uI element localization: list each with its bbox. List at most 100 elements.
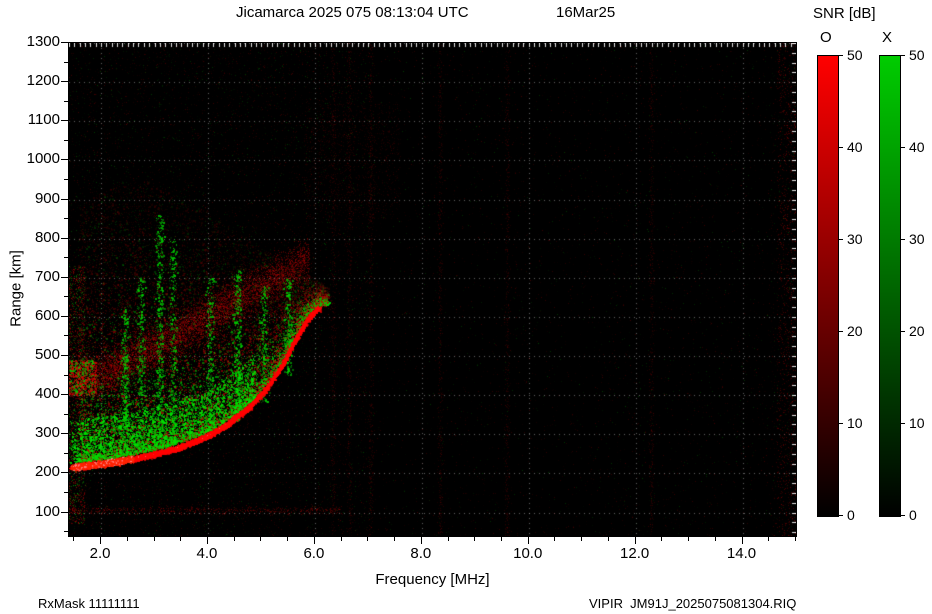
colorbar-tick-label: 40 [909, 139, 925, 155]
date-label: 16Mar25 [556, 4, 616, 21]
y-tick-mark [64, 492, 68, 493]
y-tick-mark [61, 355, 68, 356]
x-tick-mark [100, 537, 101, 544]
x-tick-label: 6.0 [303, 545, 325, 562]
x-tick-mark [207, 537, 208, 544]
y-tick-label: 500 [34, 346, 60, 364]
x-tick-label: 4.0 [196, 545, 218, 562]
y-tick-mark [64, 296, 68, 297]
y-tick-label: 600 [34, 306, 60, 324]
colorbar-tick-label: 0 [909, 507, 917, 523]
colorbar-tick-label: 50 [847, 47, 863, 63]
x-tick-label: 14.0 [726, 545, 757, 562]
plot-area [68, 42, 797, 537]
x-tick-label: 10.0 [513, 545, 543, 562]
colorbar-tick-label: 40 [847, 139, 863, 155]
y-tick-label: 1300 [26, 33, 60, 50]
y-tick-mark [61, 81, 68, 82]
y-tick-mark [64, 531, 68, 532]
colorbar-x [879, 55, 901, 517]
y-tick-mark [64, 101, 68, 102]
colorbar-tick-label: 50 [909, 47, 925, 63]
y-tick-label: 300 [34, 424, 60, 442]
x-tick-mark [474, 537, 475, 541]
x-tick-mark [448, 537, 449, 541]
y-tick-label: 700 [34, 267, 60, 285]
y-tick-mark [61, 159, 68, 160]
y-tick-label: 100 [34, 502, 60, 520]
x-tick-label: 12.0 [620, 545, 650, 562]
y-tick-mark [61, 42, 68, 43]
colorbar-tick-label: 10 [847, 415, 863, 431]
y-tick-label: 1000 [26, 150, 60, 168]
y-tick-mark [64, 179, 68, 180]
x-tick-mark [287, 537, 288, 541]
y-tick-mark [64, 375, 68, 376]
y-tick-mark [61, 472, 68, 473]
x-tick-mark [688, 537, 689, 541]
y-tick-mark [64, 140, 68, 141]
x-tick-mark [127, 537, 128, 541]
y-tick-mark [61, 199, 68, 200]
colorbar-tick-mark [901, 423, 905, 424]
x-tick-mark [608, 537, 609, 541]
x-tick-mark [73, 537, 74, 541]
colorbar-tick-mark [901, 515, 905, 516]
x-tick-mark [154, 537, 155, 541]
y-tick-label: 1100 [27, 111, 60, 129]
snr-colorbar-title: SNR [dB] [813, 5, 876, 22]
colorbar-tick-label: 20 [909, 323, 925, 339]
x-tick-label: 2.0 [89, 545, 111, 562]
y-tick-mark [61, 433, 68, 434]
x-tick-mark [661, 537, 662, 541]
x-tick-mark [367, 537, 368, 541]
x-axis-label: Frequency [MHz] [375, 571, 490, 588]
colorbar-tick-mark [839, 423, 843, 424]
y-tick-mark [61, 277, 68, 278]
colorbar-tick-label: 10 [909, 415, 925, 431]
x-tick-mark [715, 537, 716, 541]
x-tick-mark [234, 537, 235, 541]
y-tick-mark [61, 120, 68, 121]
x-tick-mark [501, 537, 502, 541]
x-tick-mark [341, 537, 342, 541]
y-tick-mark [64, 414, 68, 415]
rxmask-label: RxMask 11111111 [38, 596, 140, 611]
y-tick-label: 900 [34, 189, 60, 207]
ionogram-canvas [69, 43, 796, 536]
x-tick-mark [394, 537, 395, 541]
x-tick-mark [554, 537, 555, 541]
x-tick-mark [768, 537, 769, 541]
y-tick-mark [64, 62, 68, 63]
y-tick-label: 200 [34, 463, 60, 481]
y-tick-mark [61, 394, 68, 395]
colorbar-mode-label: O [820, 29, 832, 46]
colorbar-tick-mark [901, 239, 905, 240]
colorbar-o [817, 55, 839, 517]
colorbar-tick-label: 20 [847, 323, 863, 339]
y-tick-mark [64, 257, 68, 258]
colorbar-tick-label: 30 [909, 231, 925, 247]
colorbar-tick-label: 0 [847, 507, 855, 523]
colorbar-tick-mark [901, 147, 905, 148]
x-tick-mark [314, 537, 315, 544]
y-tick-mark [61, 512, 68, 513]
x-tick-mark [528, 537, 529, 544]
x-tick-mark [260, 537, 261, 541]
colorbar-tick-mark [839, 55, 843, 56]
y-tick-mark [64, 218, 68, 219]
x-tick-mark [421, 537, 422, 544]
x-tick-mark [795, 537, 796, 541]
colorbar-mode-label: X [882, 29, 893, 46]
colorbar-tick-mark [901, 331, 905, 332]
colorbar-tick-mark [839, 239, 843, 240]
y-tick-mark [64, 453, 68, 454]
y-tick-label: 800 [34, 228, 60, 246]
file-label: VIPIR JM91J_2025075081304.RIQ [589, 596, 797, 611]
colorbar-tick-mark [839, 147, 843, 148]
y-tick-mark [61, 238, 68, 239]
y-tick-mark [64, 335, 68, 336]
x-tick-mark [581, 537, 582, 541]
x-tick-label: 8.0 [410, 545, 432, 562]
